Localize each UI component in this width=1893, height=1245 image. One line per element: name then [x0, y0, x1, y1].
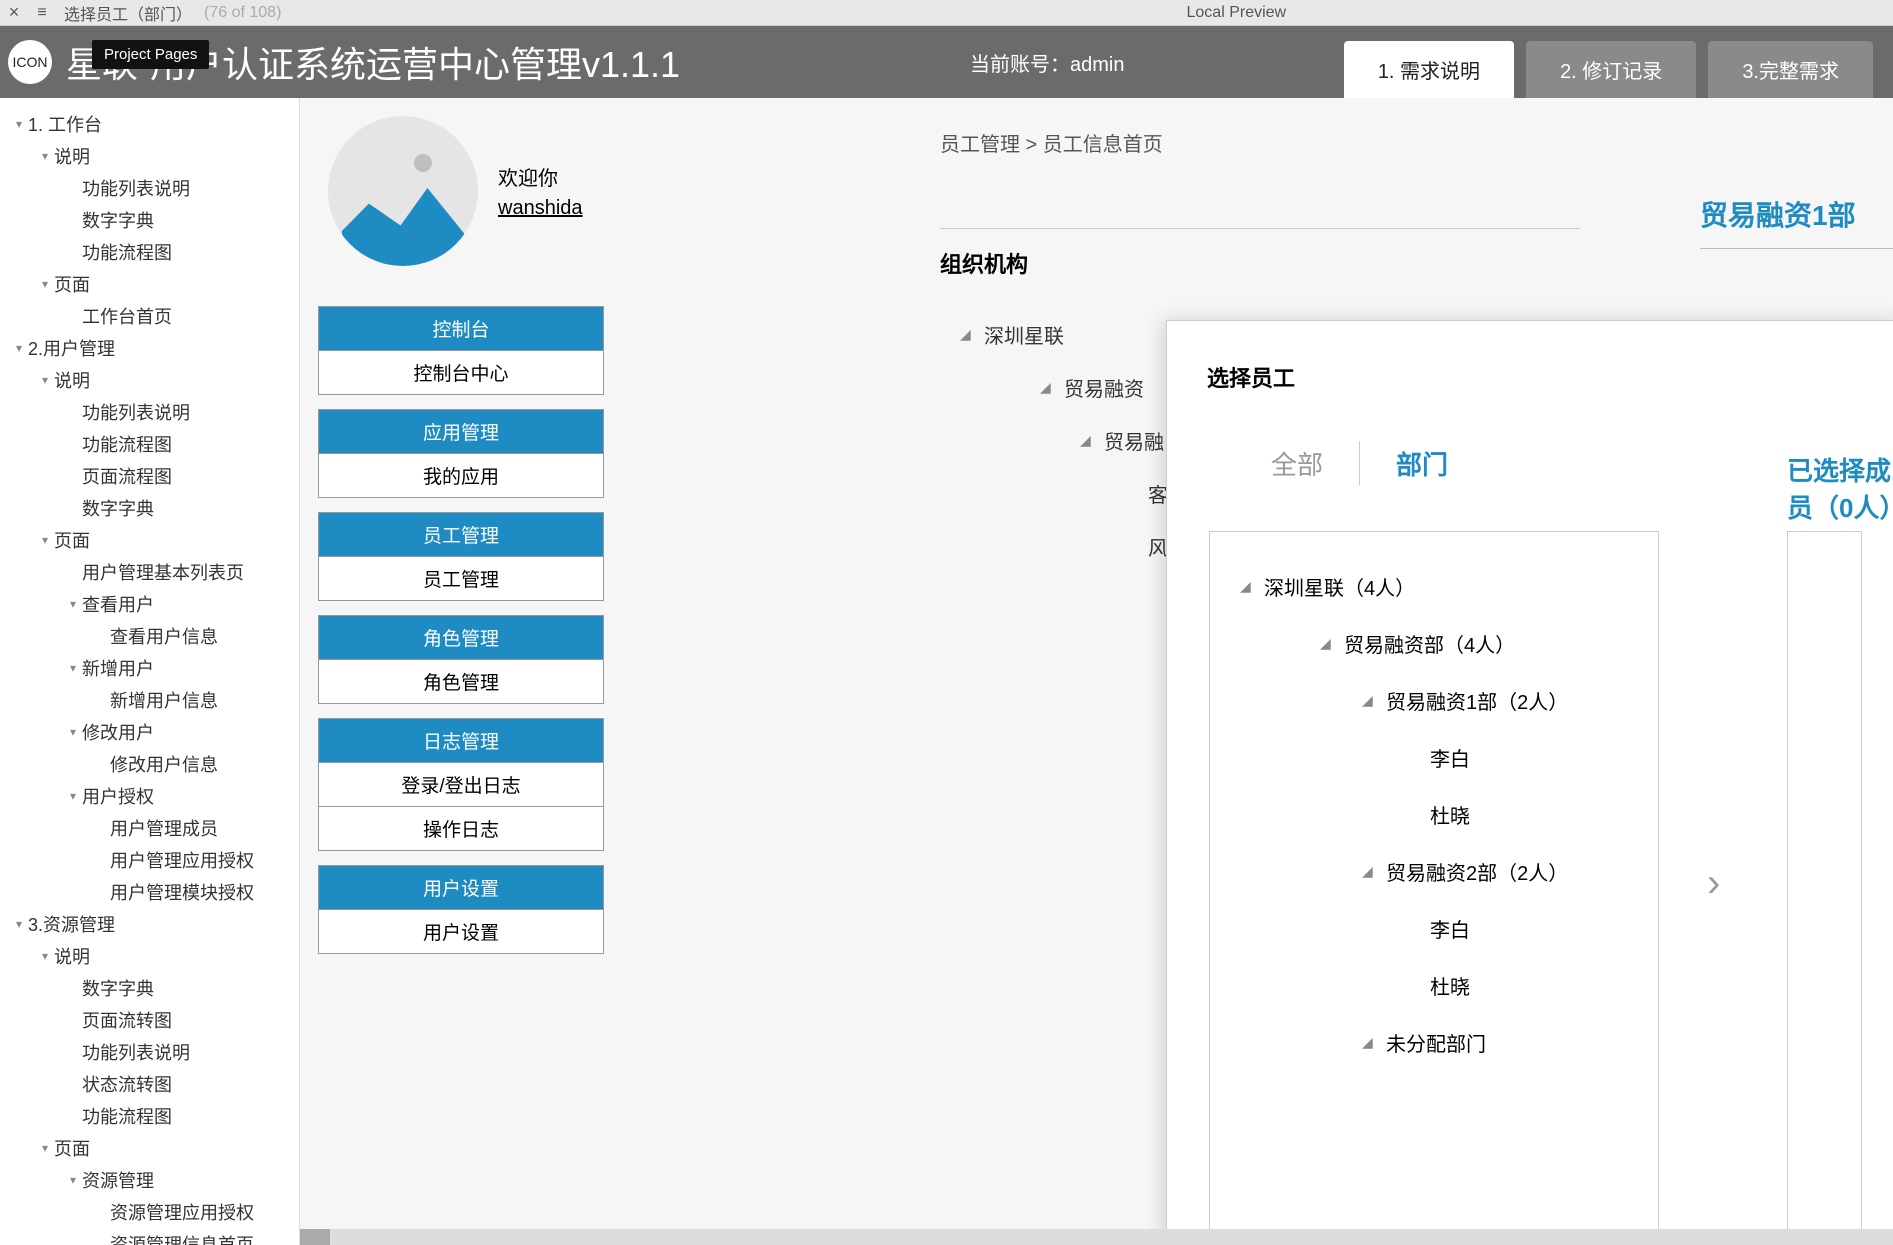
tree-item[interactable]: 用户管理应用授权 [0, 844, 299, 876]
welcome-text: 欢迎你 [498, 168, 558, 190]
modal-selected-box [1787, 531, 1862, 1234]
modal-tab-dept[interactable]: 部门 [1360, 445, 1484, 482]
menu-item[interactable]: 操作日志 [318, 807, 604, 851]
close-icon[interactable]: × [0, 2, 28, 23]
modal-tree-item[interactable]: 杜晓 [1230, 786, 1638, 843]
menu-head[interactable]: 用户设置 [318, 865, 604, 910]
tree-item[interactable]: ▾页面 [0, 268, 299, 300]
tree-item[interactable]: 数字字典 [0, 972, 299, 1004]
org-tree-item[interactable]: ◢贸易融资 [960, 361, 1188, 414]
tree-item[interactable]: 用户管理成员 [0, 812, 299, 844]
tree-item[interactable]: 功能流程图 [0, 428, 299, 460]
select-employee-modal: 选择员工 全部 部门 已选择成员（0人） ◢深圳星联（4人）◢贸易融资部（4人）… [1166, 320, 1893, 1245]
tree-item[interactable]: 新增用户信息 [0, 684, 299, 716]
account-label: 当前账号：admin [970, 48, 1124, 77]
project-tree[interactable]: ▾1. 工作台▾说明功能列表说明数字字典功能流程图▾页面工作台首页▾2.用户管理… [0, 98, 300, 1245]
page-name: 选择员工（部门） [64, 1, 192, 25]
app-header: ICON 星联-用户认证系统运营中心管理v1.1.1 当前账号：admin 1.… [0, 26, 1893, 98]
tab-revisions[interactable]: 2. 修订记录 [1526, 41, 1696, 98]
tree-item[interactable]: 资源管理信息首页 [0, 1228, 299, 1245]
menu-head[interactable]: 员工管理 [318, 512, 604, 557]
tree-item[interactable]: ▾页面 [0, 1132, 299, 1164]
menu-item[interactable]: 用户设置 [318, 910, 604, 954]
tree-item[interactable]: 功能列表说明 [0, 172, 299, 204]
preview-area: 欢迎你 wanshida 控制台控制台中心应用管理我的应用员工管理员工管理角色管… [300, 98, 1893, 1245]
menu-head[interactable]: 控制台 [318, 306, 604, 351]
tree-item[interactable]: 修改用户信息 [0, 748, 299, 780]
tree-item[interactable]: ▾修改用户 [0, 716, 299, 748]
logo-icon: ICON [8, 40, 52, 84]
tooltip-project-pages: Project Pages [92, 40, 209, 69]
app-sidebar: 欢迎你 wanshida 控制台控制台中心应用管理我的应用员工管理员工管理角色管… [318, 116, 604, 968]
header-tabs: 1. 需求说明 2. 修订记录 3.完整需求 [1344, 41, 1873, 98]
modal-tree-item[interactable]: 李白 [1230, 729, 1638, 786]
tree-item[interactable]: ▾说明 [0, 940, 299, 972]
tree-item[interactable]: 页面流转图 [0, 1004, 299, 1036]
tree-item[interactable]: ▾说明 [0, 140, 299, 172]
menu-item[interactable]: 我的应用 [318, 454, 604, 498]
tree-item[interactable]: 功能流程图 [0, 1100, 299, 1132]
tab-requirements[interactable]: 1. 需求说明 [1344, 41, 1514, 98]
modal-dept-tree[interactable]: ◢深圳星联（4人）◢贸易融资部（4人）◢贸易融资1部（2人）李白杜晓◢贸易融资2… [1209, 531, 1659, 1234]
hamburger-icon[interactable]: ≡ [28, 4, 56, 22]
modal-tab-all[interactable]: 全部 [1235, 445, 1359, 482]
avatar-icon [328, 116, 478, 266]
tree-item[interactable]: 页面流程图 [0, 460, 299, 492]
menu-item[interactable]: 员工管理 [318, 557, 604, 601]
selected-members-label: 已选择成员（0人） [1787, 451, 1893, 525]
menu-head[interactable]: 角色管理 [318, 615, 604, 660]
dept-title: 贸易融资1部 [1700, 194, 1856, 234]
modal-tree-item[interactable]: 杜晓 [1230, 957, 1638, 1014]
page-count: (76 of 108) [204, 4, 281, 22]
tree-item[interactable]: ▾查看用户 [0, 588, 299, 620]
modal-tree-item[interactable]: ◢深圳星联（4人） [1230, 558, 1638, 615]
tree-item[interactable]: 状态流转图 [0, 1068, 299, 1100]
modal-tree-item[interactable]: ◢贸易融资部（4人） [1230, 615, 1638, 672]
tree-item[interactable]: ▾用户授权 [0, 780, 299, 812]
modal-tree-item[interactable]: ◢贸易融资1部（2人） [1230, 672, 1638, 729]
tree-item[interactable]: ▾1. 工作台 [0, 108, 299, 140]
tree-item[interactable]: ▾2.用户管理 [0, 332, 299, 364]
tree-item[interactable]: 查看用户信息 [0, 620, 299, 652]
tree-item[interactable]: ▾新增用户 [0, 652, 299, 684]
username-link[interactable]: wanshida [498, 197, 583, 220]
modal-tree-item[interactable]: 李白 [1230, 900, 1638, 957]
tree-item[interactable]: 用户管理模块授权 [0, 876, 299, 908]
org-tree-item[interactable]: ◢贸易融 [960, 414, 1188, 467]
modal-tree-item[interactable]: ◢贸易融资2部（2人） [1230, 843, 1638, 900]
modal-tree-item[interactable]: ◢未分配部门 [1230, 1014, 1638, 1071]
org-title: 组织机构 [940, 228, 1580, 279]
org-tree-item[interactable]: ◢深圳星联 [960, 308, 1188, 361]
tree-item[interactable]: ▾页面 [0, 524, 299, 556]
tree-item[interactable]: 功能流程图 [0, 236, 299, 268]
tree-item[interactable]: 用户管理基本列表页 [0, 556, 299, 588]
tab-full-req[interactable]: 3.完整需求 [1708, 41, 1873, 98]
modal-title: 选择员工 [1167, 321, 1893, 393]
tree-item[interactable]: ▾3.资源管理 [0, 908, 299, 940]
menu-head[interactable]: 应用管理 [318, 409, 604, 454]
menu-item[interactable]: 控制台中心 [318, 351, 604, 395]
tree-item[interactable]: 工作台首页 [0, 300, 299, 332]
org-tree-item[interactable]: 风控 [960, 520, 1188, 573]
chevron-right-icon[interactable]: › [1707, 861, 1720, 906]
org-tree[interactable]: ◢深圳星联◢贸易融资◢贸易融客服风控 [960, 308, 1188, 573]
tree-item[interactable]: 功能列表说明 [0, 1036, 299, 1068]
tree-item[interactable]: 数字字典 [0, 492, 299, 524]
divider [1700, 248, 1893, 249]
menu-item[interactable]: 登录/登出日志 [318, 763, 604, 807]
menu-item[interactable]: 角色管理 [318, 660, 604, 704]
org-tree-item[interactable]: 客服 [960, 467, 1188, 520]
tree-item[interactable]: ▾资源管理 [0, 1164, 299, 1196]
tree-item[interactable]: 功能列表说明 [0, 396, 299, 428]
tree-item[interactable]: 资源管理应用授权 [0, 1196, 299, 1228]
breadcrumb: 员工管理 > 员工信息首页 [940, 128, 1163, 157]
chrome-bar: × ≡ 选择员工（部门） (76 of 108) Local Preview [0, 0, 1893, 26]
local-preview-label: Local Preview [1187, 4, 1287, 22]
welcome-block: 欢迎你 wanshida [498, 162, 583, 220]
menu-head[interactable]: 日志管理 [318, 718, 604, 763]
tree-item[interactable]: 数字字典 [0, 204, 299, 236]
tree-item[interactable]: ▾说明 [0, 364, 299, 396]
horizontal-scrollbar[interactable] [300, 1229, 1893, 1245]
